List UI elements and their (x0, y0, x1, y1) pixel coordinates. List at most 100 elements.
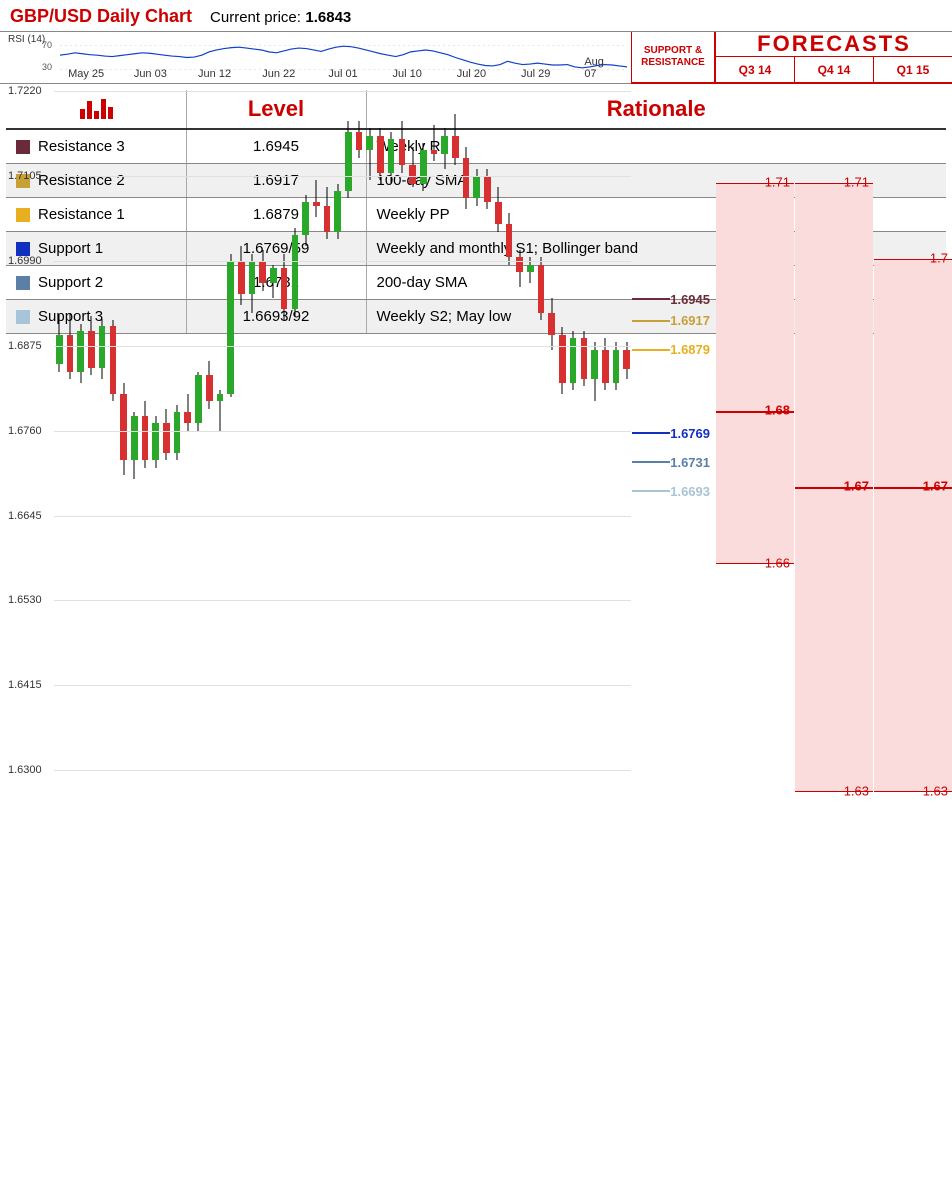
forecasts-column: FORECASTS Q3 14 Q4 14 Q1 15 1.711.681.66… (716, 32, 952, 84)
level-swatch (16, 310, 30, 324)
chart-container: GBP/USD Daily Chart Current price: 1.684… (0, 0, 952, 334)
y-axis-tick: 1.7105 (8, 170, 42, 182)
x-axis-tick: Jul 01 (328, 68, 357, 80)
candle (281, 84, 288, 770)
candle (110, 84, 117, 770)
support-resistance-column: SUPPORT & RESISTANCE 1.69451.69171.68791… (632, 32, 716, 84)
candle (302, 84, 309, 770)
level-swatch (16, 242, 30, 256)
x-axis-tick: Jun 03 (134, 68, 167, 80)
candle (174, 84, 181, 770)
x-axis-tick: Aug 07 (584, 56, 615, 80)
candle (56, 84, 63, 770)
forecasts-header-row: Q3 14 Q4 14 Q1 15 (716, 57, 952, 84)
forecast-value: 1.66 (765, 555, 790, 570)
forecast-value: 1.67 (844, 479, 869, 494)
candle (399, 84, 406, 770)
candle (259, 84, 266, 770)
y-axis-tick: 1.7220 (8, 85, 42, 97)
sr-level: 1.6879 (632, 342, 714, 357)
candle (538, 84, 545, 770)
candle (602, 84, 609, 770)
candle (452, 84, 459, 770)
candle (77, 84, 84, 770)
y-axis-tick: 1.6415 (8, 679, 42, 691)
candle (366, 84, 373, 770)
candle (120, 84, 127, 770)
candle (377, 84, 384, 770)
candle (581, 84, 588, 770)
price-label: Current price: (210, 9, 301, 26)
rsi-label: RSI (14) (8, 34, 45, 45)
candle (591, 84, 598, 770)
forecasts-title: FORECASTS (716, 32, 952, 57)
header: GBP/USD Daily Chart Current price: 1.684… (0, 0, 952, 31)
x-axis-tick: May 25 (68, 68, 104, 80)
candle (441, 84, 448, 770)
candle (152, 84, 159, 770)
forecast-value: 1.67 (923, 479, 948, 494)
sr-level: 1.6945 (632, 292, 714, 307)
sr-value: 1.6879 (670, 342, 714, 357)
candle (613, 84, 620, 770)
candle (420, 84, 427, 770)
x-axis-tick: Jul 10 (393, 68, 422, 80)
sr-level: 1.6917 (632, 313, 714, 328)
candle (324, 84, 331, 770)
sr-value: 1.6731 (670, 455, 714, 470)
x-axis-tick: Jun 12 (198, 68, 231, 80)
candle (227, 84, 234, 770)
candle (313, 84, 320, 770)
candle (495, 84, 502, 770)
forecast-value: 1.63 (923, 784, 948, 799)
rsi-tick-30: 30 (42, 62, 52, 72)
price-value: 1.6843 (305, 9, 351, 26)
y-axis-tick: 1.6990 (8, 255, 42, 267)
candle (345, 84, 352, 770)
candle (506, 84, 513, 770)
forecast-value: 1.63 (844, 784, 869, 799)
x-axis-tick: Jul 29 (521, 68, 550, 80)
candle (88, 84, 95, 770)
y-axis-tick: 1.6530 (8, 594, 42, 606)
candle (463, 84, 470, 770)
sr-level: 1.6731 (632, 455, 714, 470)
candle (356, 84, 363, 770)
x-axis-tick: Jul 20 (457, 68, 486, 80)
candle (388, 84, 395, 770)
candle (249, 84, 256, 770)
y-axis-tick: 1.6300 (8, 764, 42, 776)
forecast-value: 1.71 (844, 174, 869, 189)
candle (409, 84, 416, 770)
sr-level: 1.6693 (632, 484, 714, 499)
candle (334, 84, 341, 770)
candle (548, 84, 555, 770)
candle (195, 84, 202, 770)
candle (559, 84, 566, 770)
candle (217, 84, 224, 770)
candle (431, 84, 438, 770)
candle (142, 84, 149, 770)
main-row: RSI (14) 70 30 1.72201.71051.69901.68751… (0, 31, 952, 84)
sr-value: 1.6693 (670, 484, 714, 499)
candle (623, 84, 630, 770)
x-axis-tick: Jun 22 (262, 68, 295, 80)
level-swatch (16, 208, 30, 222)
fc-header-q1: Q1 15 (874, 57, 952, 82)
sr-level: 1.6769 (632, 426, 714, 441)
candle (163, 84, 170, 770)
candle (270, 84, 277, 770)
candle (516, 84, 523, 770)
candle (473, 84, 480, 770)
candle (570, 84, 577, 770)
candle (99, 84, 106, 770)
forecast-value: 1.68 (765, 403, 790, 418)
level-swatch (16, 140, 30, 154)
fc-header-q3: Q3 14 (716, 57, 795, 82)
y-axis-tick: 1.6645 (8, 510, 42, 522)
y-axis-tick: 1.6875 (8, 340, 42, 352)
fc-header-q4: Q4 14 (795, 57, 874, 82)
candle (67, 84, 74, 770)
candle (484, 84, 491, 770)
forecast-value: 1.71 (765, 174, 790, 189)
